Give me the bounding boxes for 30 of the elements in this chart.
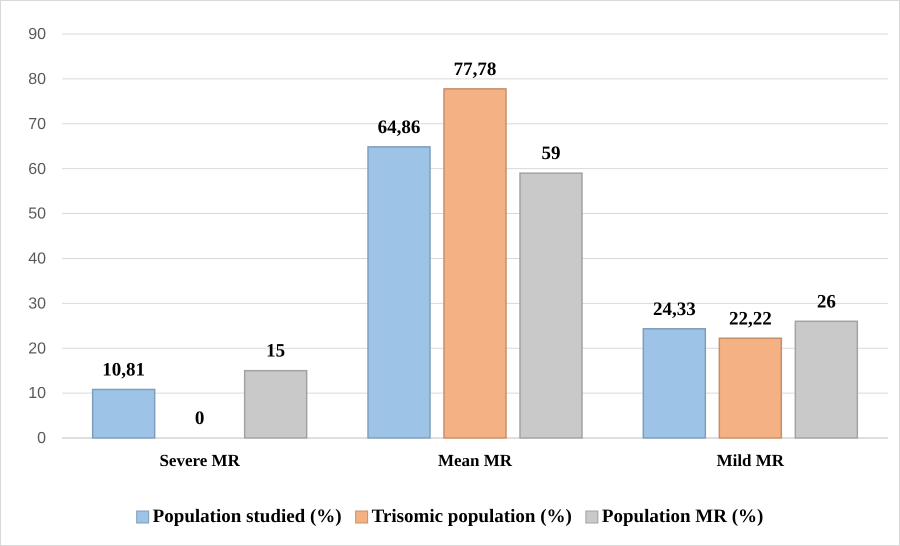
data-label: 10,81 [102, 359, 146, 380]
bar [367, 146, 431, 439]
y-tick-label: 10 [28, 385, 46, 402]
data-label: 64,86 [378, 116, 420, 138]
legend-label: Population studied (%) [152, 506, 342, 527]
y-tick-label: 0 [37, 430, 46, 448]
data-label: 0 [194, 408, 204, 429]
bar [443, 88, 507, 439]
legend-label: Trisomic population (%) [372, 506, 572, 527]
y-tick-label: 40 [28, 250, 46, 268]
bar [718, 338, 782, 439]
y-tick-label: 80 [28, 71, 46, 88]
x-tick-label: Mild MR [716, 451, 785, 470]
data-label: 26 [816, 291, 836, 312]
data-label: 59 [542, 143, 560, 164]
y-tick-label: 60 [28, 160, 46, 178]
y-tick-label: 50 [28, 206, 46, 223]
x-tick-label: Severe MR [159, 451, 241, 470]
data-label: 22,22 [728, 308, 772, 330]
y-tick-label: 30 [28, 295, 46, 312]
data-label: 24,33 [652, 298, 696, 320]
bar [92, 388, 156, 439]
y-tick-label: 70 [28, 116, 46, 133]
x-tick-label: Mean MR [438, 451, 513, 470]
y-tick-label: 90 [28, 26, 46, 44]
data-label: 15 [266, 340, 286, 362]
data-label: 77,78 [454, 58, 496, 80]
y-tick-label: 20 [28, 340, 46, 358]
bar [642, 328, 706, 439]
legend-label: Population MR (%) [602, 506, 764, 527]
